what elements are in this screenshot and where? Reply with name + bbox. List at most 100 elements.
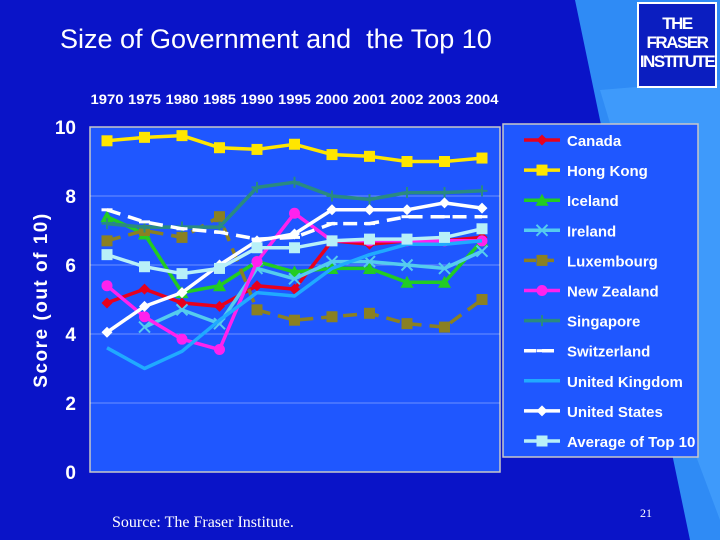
data-point (101, 326, 113, 338)
logo-line-1: THE FRASER (646, 14, 709, 52)
legend-item: United States (524, 404, 663, 421)
data-point (138, 320, 151, 334)
legend-item: Ireland (524, 223, 616, 240)
legend-swatch-marker (536, 134, 548, 146)
series-line-luxembourg (106, 214, 484, 329)
x-tick-label: 1985 (203, 91, 236, 107)
data-point (476, 185, 488, 197)
series-line-ireland (143, 249, 483, 329)
legend-label: United Kingdom (567, 374, 683, 391)
data-point (101, 235, 113, 247)
data-point (364, 193, 375, 205)
legend-item: Iceland (524, 193, 619, 210)
data-point (101, 218, 113, 230)
data-point (139, 261, 150, 273)
data-point (214, 142, 225, 154)
data-point (101, 280, 113, 292)
data-point (326, 204, 338, 216)
data-point (176, 231, 188, 243)
data-point (101, 249, 113, 261)
legend-item: Singapore (524, 314, 640, 331)
legend-swatch-marker (536, 254, 548, 266)
legend-item: New Zealand (524, 284, 659, 301)
x-tick-label: 2000 (316, 91, 349, 107)
data-point (214, 211, 225, 223)
data-point (176, 130, 188, 142)
data-point (439, 321, 450, 333)
data-point (288, 272, 301, 286)
data-point (439, 231, 450, 243)
series-united-states (101, 197, 488, 338)
legend-label: New Zealand (567, 284, 659, 301)
data-point (289, 176, 300, 188)
series-singapore (101, 176, 488, 233)
legend-swatch-marker (535, 193, 549, 206)
data-point (251, 304, 263, 316)
data-point (326, 149, 338, 161)
data-point (251, 242, 263, 254)
data-point (289, 228, 300, 240)
x-tick-label: 1995 (278, 91, 311, 107)
legend-swatch-marker (536, 285, 548, 296)
series-luxembourg (101, 211, 488, 333)
data-point (364, 233, 375, 245)
fraser-institute-logo: THE FRASER INSTITUTE (637, 2, 717, 88)
data-point (363, 261, 376, 274)
y-tick-label: 2 (65, 394, 76, 415)
series-united-kingdom (106, 239, 483, 371)
slide-title: Size of Government and the Top 10 (60, 24, 492, 54)
y-tick-label: 8 (65, 187, 76, 208)
data-point (364, 204, 375, 216)
y-tick-label: 10 (55, 118, 76, 139)
legend-label: Switzerland (567, 344, 650, 361)
legend-item: Canada (524, 133, 622, 150)
legend-label: Luxembourg (567, 253, 658, 270)
x-tick-label: 2003 (428, 91, 461, 107)
data-point (476, 223, 488, 235)
data-point (364, 307, 375, 319)
data-point (326, 190, 338, 202)
data-point (438, 275, 451, 288)
data-point (100, 210, 114, 223)
legend-label: Iceland (567, 193, 619, 210)
legend-swatch-marker (535, 224, 549, 237)
data-point (251, 256, 263, 268)
data-point (289, 207, 300, 219)
data-point (439, 187, 450, 199)
data-point (401, 187, 413, 199)
legend-item: Average of Top 10 (524, 434, 695, 451)
y-tick-label: 4 (65, 325, 76, 346)
data-point (289, 314, 300, 326)
data-point (289, 242, 300, 254)
data-point (176, 287, 188, 299)
x-tick-label: 1980 (166, 91, 199, 107)
data-point (139, 131, 150, 143)
data-point (139, 221, 150, 233)
legend-swatch-marker (536, 164, 548, 176)
data-point (251, 143, 263, 155)
x-tick-label: 1970 (91, 91, 124, 107)
data-point (214, 344, 225, 356)
legend-label: Canada (567, 133, 622, 150)
data-point (438, 262, 451, 275)
page-number: 21 (640, 506, 652, 520)
y-tick-label: 6 (65, 256, 76, 277)
data-point (176, 333, 188, 345)
legend-item: Luxembourg (524, 253, 658, 270)
y-axis-label: Score (out of 10) (31, 212, 52, 387)
series-line-united-kingdom (106, 239, 483, 371)
series-hong-kong (101, 130, 488, 167)
legend-swatch-marker (536, 405, 548, 417)
data-point (401, 204, 413, 216)
data-point (139, 300, 150, 312)
data-point (139, 311, 150, 323)
x-tick-label: 2002 (391, 91, 424, 107)
series-average-of-top-10 (101, 223, 488, 280)
legend-label: Average of Top 10 (567, 434, 695, 451)
legend-label: Hong Kong (567, 163, 648, 180)
x-tick-label: 2001 (353, 91, 386, 107)
data-point (439, 156, 450, 167)
data-point (214, 300, 225, 312)
x-tick-label: 1990 (241, 91, 274, 107)
